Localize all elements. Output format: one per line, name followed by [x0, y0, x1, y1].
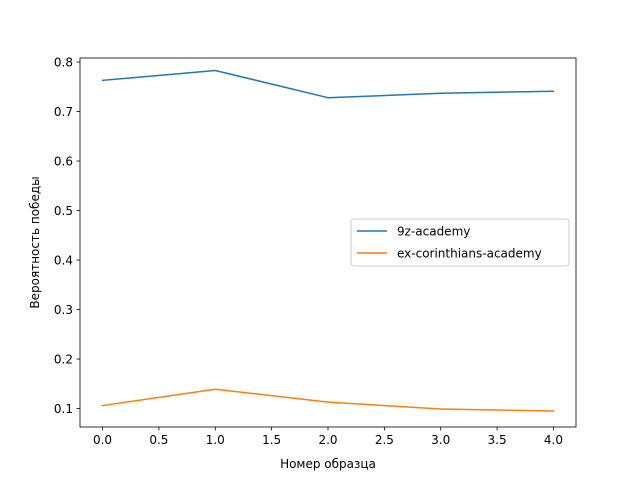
y-axis-label: Вероятность победы — [28, 176, 42, 308]
x-axis-label: Номер образца — [280, 457, 376, 471]
plot-frame — [79, 57, 577, 428]
x-tick-label: 4.0 — [544, 433, 563, 447]
y-tick-label: 0.1 — [54, 402, 73, 416]
x-tick-label: 3.0 — [431, 433, 450, 447]
y-tick-label: 0.7 — [54, 105, 73, 119]
x-tick-label: 3.5 — [488, 433, 507, 447]
legend-label-ex-corinthians-academy: ex-corinthians-academy — [397, 247, 542, 261]
y-tick-label: 0.8 — [54, 56, 73, 70]
x-tick-label: 2.0 — [318, 433, 337, 447]
y-tick-label: 0.2 — [54, 353, 73, 367]
legend: 9z-academy ex-corinthians-academy — [350, 218, 570, 267]
x-tick-label: 0.0 — [93, 433, 112, 447]
series-line-ex-corinthians-academy — [101, 388, 555, 412]
y-axis: 0.1 0.2 0.3 0.4 0.5 0.6 0.7 0.8 — [54, 56, 80, 416]
y-tick-label: 0.4 — [54, 254, 73, 268]
series-line-9z-academy — [101, 69, 555, 99]
legend-frame — [350, 218, 570, 267]
y-tick-label: 0.3 — [54, 303, 73, 317]
y-tick-label: 0.5 — [54, 204, 73, 218]
x-tick-label: 2.5 — [375, 433, 394, 447]
legend-label-9z-academy: 9z-academy — [397, 225, 470, 239]
x-tick-label: 1.0 — [206, 433, 225, 447]
x-tick-label: 0.5 — [149, 433, 168, 447]
x-axis: 0.0 0.5 1.0 1.5 2.0 2.5 3.0 3.5 4.0 — [93, 427, 563, 447]
y-tick-label: 0.6 — [54, 155, 73, 169]
series-layer — [101, 69, 555, 412]
x-tick-label: 1.5 — [262, 433, 281, 447]
